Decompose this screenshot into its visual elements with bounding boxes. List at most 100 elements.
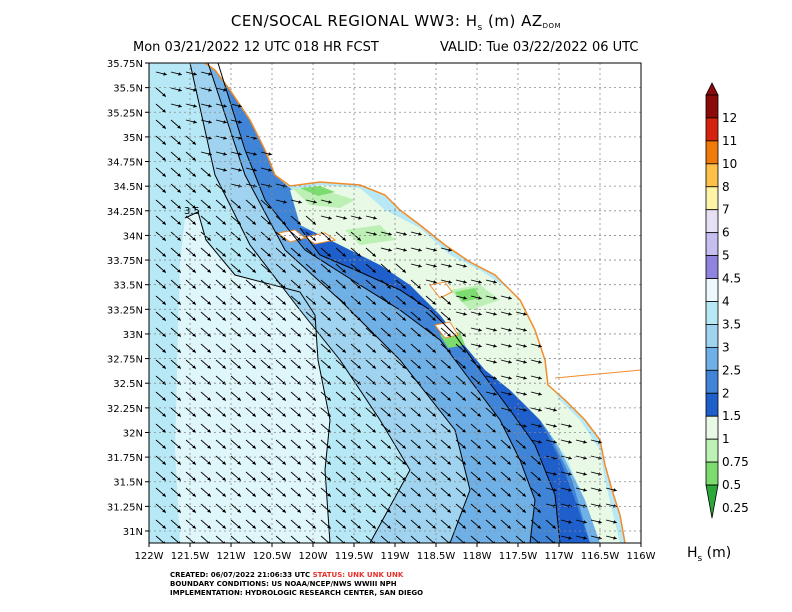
direction-arrow: [155, 295, 167, 305]
direction-arrow: [500, 391, 513, 396]
direction-arrow: [500, 407, 513, 412]
direction-arrow: [350, 503, 362, 513]
direction-arrow: [275, 263, 287, 273]
direction-arrow: [290, 327, 302, 337]
direction-arrow: [455, 439, 467, 449]
direction-arrow: [410, 247, 423, 252]
direction-arrow: [230, 199, 242, 209]
direction-arrow: [500, 519, 512, 529]
direction-arrow: [380, 471, 392, 481]
colorbar-swatch: [705, 232, 719, 257]
direction-arrow: [305, 263, 317, 273]
direction-arrow: [410, 455, 422, 465]
direction-arrow: [155, 471, 167, 481]
direction-arrow: [515, 519, 527, 529]
direction-arrow: [155, 231, 167, 241]
direction-arrow: [170, 295, 182, 305]
direction-arrow: [365, 263, 377, 273]
direction-arrow: [410, 343, 422, 353]
direction-arrow: [515, 455, 527, 465]
direction-arrow: [590, 439, 603, 444]
direction-arrow: [245, 263, 257, 273]
direction-arrow: [290, 311, 302, 321]
direction-arrow: [545, 423, 558, 428]
direction-arrow: [200, 135, 213, 140]
direction-arrow: [305, 311, 317, 321]
direction-arrow: [290, 199, 303, 204]
colorbar-top-triangle: [705, 82, 719, 96]
direction-arrow: [245, 327, 257, 337]
direction-arrow: [185, 407, 197, 417]
map-frame: [148, 62, 642, 544]
colorbar-label: 6: [722, 226, 730, 240]
direction-arrow: [260, 343, 272, 353]
direction-arrow: [290, 231, 302, 241]
direction-arrow: [500, 343, 513, 348]
direction-arrow: [380, 263, 392, 273]
colorbar-label: 3: [722, 340, 730, 354]
direction-arrow: [230, 327, 242, 337]
direction-arrow: [155, 423, 167, 433]
direction-arrow: [500, 295, 513, 300]
nearshore-0.5: [300, 186, 335, 196]
direction-arrow: [455, 423, 467, 433]
direction-arrow: [170, 455, 182, 465]
direction-arrow: [530, 519, 542, 529]
direction-arrow: [560, 519, 573, 524]
colorbar-label: 12: [722, 111, 737, 125]
lat-label: 33.25N: [107, 305, 143, 316]
direction-arrow: [470, 471, 482, 481]
direction-arrow: [455, 327, 467, 337]
direction-arrow: [245, 295, 257, 305]
direction-arrow: [215, 471, 227, 481]
direction-arrow: [170, 103, 183, 108]
direction-arrow: [320, 215, 333, 220]
direction-arrow: [410, 471, 422, 481]
direction-arrow: [380, 231, 393, 236]
lon-label: 117.5W: [499, 551, 538, 562]
land-area: [205, 63, 641, 543]
direction-arrow: [275, 519, 287, 529]
direction-arrow: [440, 263, 453, 268]
direction-arrow: [230, 487, 242, 497]
direction-arrow: [230, 231, 242, 241]
direction-arrow: [200, 215, 212, 225]
direction-arrow: [440, 503, 452, 513]
direction-arrow: [425, 503, 437, 513]
direction-arrow: [260, 391, 272, 401]
direction-arrow: [200, 231, 212, 241]
direction-arrow: [260, 199, 272, 209]
direction-arrow: [380, 327, 392, 337]
direction-arrow: [605, 519, 618, 524]
direction-arrow: [275, 247, 287, 257]
direction-arrow: [410, 311, 422, 321]
direction-arrow: [200, 119, 213, 124]
direction-arrow: [275, 455, 287, 465]
direction-arrow: [170, 247, 182, 257]
direction-arrow: [350, 215, 363, 220]
direction-arrow: [350, 263, 362, 273]
direction-arrow: [215, 119, 228, 124]
direction-arrow: [440, 279, 453, 284]
valid-time: VALID: Tue 03/22/2022 06 UTC: [440, 40, 639, 55]
direction-arrow: [185, 343, 197, 353]
direction-arrow: [245, 167, 258, 172]
direction-arrow: [305, 487, 317, 497]
direction-arrow: [485, 327, 498, 332]
direction-arrow: [350, 359, 362, 369]
direction-arrow: [230, 535, 242, 543]
direction-arrow: [485, 519, 497, 529]
direction-arrow: [290, 247, 302, 257]
direction-arrow: [335, 503, 347, 513]
direction-arrow: [425, 295, 437, 305]
lat-label: 32N: [123, 428, 143, 439]
direction-arrow: [440, 519, 452, 529]
direction-arrow: [380, 487, 392, 497]
direction-arrow: [290, 439, 302, 449]
direction-arrow: [335, 343, 347, 353]
direction-arrow: [425, 535, 437, 543]
direction-arrow: [425, 327, 437, 337]
direction-arrow: [485, 391, 498, 396]
direction-arrow: [260, 263, 272, 273]
chart-title: CEN/SOCAL REGIONAL WW3: Hs (m) AZDOM: [230, 12, 562, 33]
